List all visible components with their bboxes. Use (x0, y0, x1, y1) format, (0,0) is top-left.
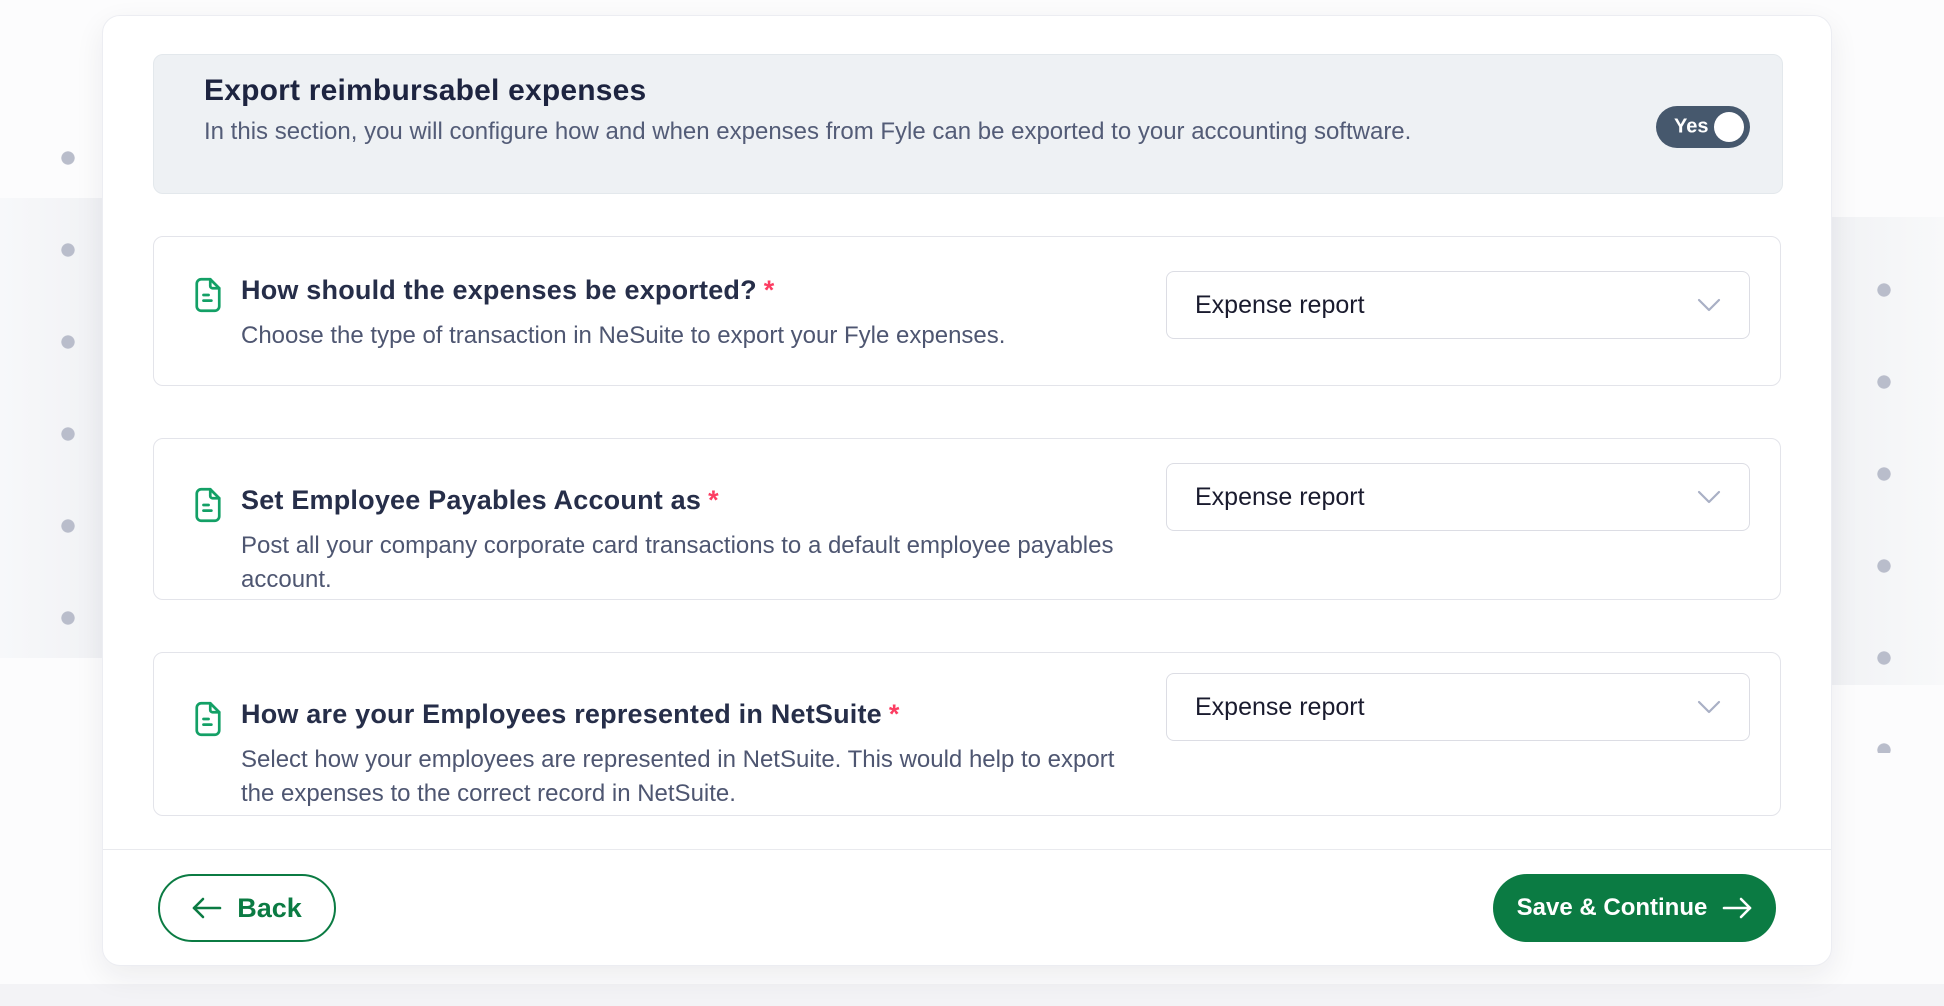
required-asterisk: * (888, 699, 900, 729)
question-card-payables-account: Set Employee Payables Account as * Post a… (153, 438, 1781, 600)
question-text-block: Set Employee Payables Account as * Post a… (241, 485, 1121, 597)
chevron-down-icon (1697, 490, 1721, 504)
document-icon (195, 701, 221, 737)
save-continue-button[interactable]: Save & Continue (1493, 874, 1776, 942)
left-dot-column (61, 151, 75, 631)
question-title-text: Set Employee Payables Account as (241, 485, 702, 515)
left-gray-band (0, 198, 102, 658)
question-title: How should the expenses be exported? * (241, 275, 1005, 306)
bottom-gray-band (0, 984, 1944, 1006)
question-title: Set Employee Payables Account as * (241, 485, 1121, 516)
question-description: Choose the type of transaction in NeSuit… (241, 322, 1006, 349)
dropdown-selected-value: Expense report (1195, 692, 1365, 721)
question-card-employee-representation: How are your Employees represented in Ne… (153, 652, 1781, 816)
question-text-block: How should the expenses be exported? * Ch… (241, 275, 1005, 353)
required-asterisk: * (763, 275, 775, 305)
question-title-text: How are your Employees represented in Ne… (241, 699, 882, 729)
arrow-left-icon (192, 897, 222, 919)
export-type-dropdown[interactable]: Expense report (1166, 271, 1750, 339)
question-title-text: How should the expenses be exported? (241, 275, 757, 305)
document-icon (195, 487, 221, 523)
toggle-label: Yes (1674, 115, 1709, 138)
chevron-down-icon (1697, 700, 1721, 714)
arrow-right-icon (1723, 897, 1752, 919)
export-reimbursable-header: Export reimbursabel expenses In this sec… (153, 54, 1783, 194)
chevron-down-icon (1697, 298, 1721, 312)
question-card-export-type: How should the expenses be exported? * Ch… (153, 236, 1781, 386)
section-description: In this section, you will configure how … (204, 118, 1412, 145)
export-enabled-toggle[interactable]: Yes (1656, 106, 1750, 148)
question-text-block: How are your Employees represented in Ne… (241, 699, 1121, 811)
header-text-block: Export reimbursabel expenses In this sec… (154, 55, 1782, 146)
toggle-knob-icon (1714, 112, 1744, 142)
question-title: How are your Employees represented in Ne… (241, 699, 1121, 730)
payables-account-dropdown[interactable]: Expense report (1166, 463, 1750, 531)
employee-representation-dropdown[interactable]: Expense report (1166, 673, 1750, 741)
right-dot-column (1877, 283, 1891, 753)
question-description: Select how your employees are represente… (241, 746, 1115, 807)
dropdown-selected-value: Expense report (1195, 482, 1365, 511)
back-button-label: Back (237, 892, 302, 923)
section-title: Export reimbursabel expenses (204, 74, 647, 107)
back-button[interactable]: Back (158, 874, 336, 942)
footer-divider (103, 849, 1831, 850)
question-description: Post all your company corporate card tra… (241, 532, 1114, 593)
document-icon (195, 277, 221, 313)
required-asterisk: * (708, 485, 719, 515)
save-continue-label: Save & Continue (1516, 894, 1708, 921)
dropdown-selected-value: Expense report (1195, 290, 1365, 319)
export-settings-modal: Export reimbursabel expenses In this sec… (102, 15, 1832, 966)
